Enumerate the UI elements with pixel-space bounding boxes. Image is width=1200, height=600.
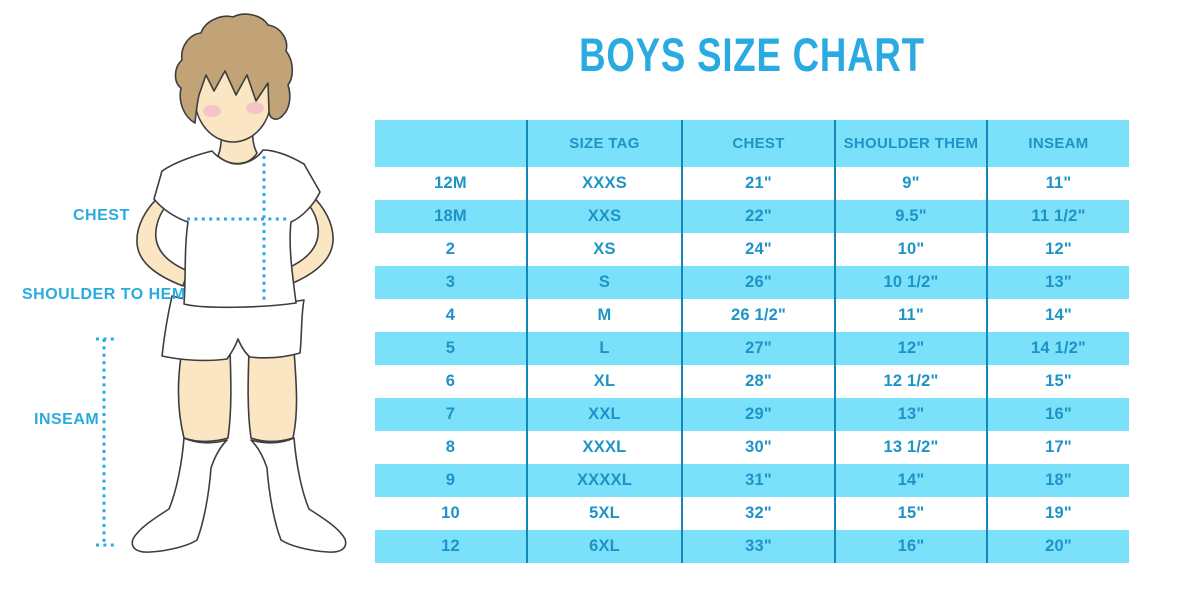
table-cell: 10" (834, 233, 987, 266)
table-cell: 16" (986, 398, 1129, 431)
table-cell: L (526, 332, 682, 365)
table-cell: 2 (375, 233, 527, 266)
table-cell: 10 (375, 497, 527, 530)
chest-label: CHEST (73, 207, 130, 224)
table-cell: 13" (834, 398, 987, 431)
boy-illustration (96, 13, 347, 553)
table-row: 6 XL 28" 12 1/2" 15" (375, 365, 1129, 398)
table-cell: 11" (834, 299, 987, 332)
table-cell: 32" (681, 497, 835, 530)
table-row: 9 XXXXL 31" 14" 18" (375, 464, 1129, 497)
table-cell: 9 (375, 464, 527, 497)
table-row: 7 XXL 29" 13" 16" (375, 398, 1129, 431)
table-row: 2 XS 24" 10" 12" (375, 233, 1129, 266)
table-row: 10 5XL 32" 15" 19" (375, 497, 1129, 530)
table-cell: 9" (834, 167, 987, 200)
table-cell: XXXL (526, 431, 682, 464)
size-chart-table: SIZE TAG CHEST SHOULDER THEM INSEAM 12M X… (375, 120, 1129, 563)
column-header-chest: CHEST (681, 120, 835, 167)
table-cell: XXL (526, 398, 682, 431)
table-row: 12 6XL 33" 16" 20" (375, 530, 1129, 563)
table-cell: XXXS (526, 167, 682, 200)
table-cell: 27" (681, 332, 835, 365)
left-sock (131, 437, 228, 553)
table-cell: 14 1/2" (986, 332, 1129, 365)
table-cell: 10 1/2" (834, 266, 987, 299)
left-cheek-blush (203, 105, 221, 117)
table-cell: XXS (526, 200, 682, 233)
shoulder-to-hem-label: SHOULDER TO HEM (22, 286, 186, 303)
table-row: 5 L 27" 12" 14 1/2" (375, 332, 1129, 365)
table-cell: 6XL (526, 530, 682, 563)
table-cell: 12 (375, 530, 527, 563)
table-cell: S (526, 266, 682, 299)
table-row: 12M XXXS 21" 9" 11" (375, 167, 1129, 200)
table-cell: 22" (681, 200, 835, 233)
table-cell: 31" (681, 464, 835, 497)
table-cell: 24" (681, 233, 835, 266)
table-cell: 16" (834, 530, 987, 563)
table-cell: 5XL (526, 497, 682, 530)
table-cell: 4 (375, 299, 527, 332)
table-cell: 18M (375, 200, 527, 233)
table-cell: 29" (681, 398, 835, 431)
table-cell: 13" (986, 266, 1129, 299)
table-cell: 14" (986, 299, 1129, 332)
table-cell: XXXXL (526, 464, 682, 497)
table-row: 8 XXXL 30" 13 1/2" 17" (375, 431, 1129, 464)
table-cell: 6 (375, 365, 527, 398)
page-title: BOYS SIZE CHART (579, 28, 925, 81)
hair (174, 13, 294, 124)
right-sock (250, 437, 347, 553)
table-cell: 26 1/2" (681, 299, 835, 332)
left-leg (177, 349, 232, 443)
table-cell: 20" (986, 530, 1129, 563)
shorts (161, 295, 305, 362)
table-row: 3 S 26" 10 1/2" 13" (375, 266, 1129, 299)
table-cell: 15" (834, 497, 987, 530)
column-header-inseam: INSEAM (986, 120, 1129, 167)
table-cell: 13 1/2" (834, 431, 987, 464)
table-cell: 11 1/2" (986, 200, 1129, 233)
table-cell: 12 1/2" (834, 365, 987, 398)
t-shirt (153, 149, 321, 309)
table-cell: 30" (681, 431, 835, 464)
table-cell: 7 (375, 398, 527, 431)
table-cell: 8 (375, 431, 527, 464)
table-cell: 14" (834, 464, 987, 497)
table-cell: 19" (986, 497, 1129, 530)
table-cell: 11" (986, 167, 1129, 200)
table-cell: 21" (681, 167, 835, 200)
table-cell: 12M (375, 167, 527, 200)
table-cell: 9.5" (834, 200, 987, 233)
table-cell: 26" (681, 266, 835, 299)
table-cell: 12" (834, 332, 987, 365)
table-cell: 28" (681, 365, 835, 398)
header-row: SIZE TAG CHEST SHOULDER THEM INSEAM (375, 120, 1129, 167)
table-cell: 12" (986, 233, 1129, 266)
inseam-label: INSEAM (34, 411, 100, 428)
table-cell: 5 (375, 332, 527, 365)
table-cell: 18" (986, 464, 1129, 497)
table-cell: 33" (681, 530, 835, 563)
column-header-shoulder-hem: SHOULDER THEM (834, 120, 987, 167)
column-header-size (375, 120, 527, 167)
table-cell: 17" (986, 431, 1129, 464)
table-row: 4 M 26 1/2" 11" 14" (375, 299, 1129, 332)
table-cell: XS (526, 233, 682, 266)
table-cell: M (526, 299, 682, 332)
column-header-size-tag: SIZE TAG (526, 120, 682, 167)
right-leg (247, 349, 298, 443)
table-cell: 3 (375, 266, 527, 299)
table-row: 18M XXS 22" 9.5" 11 1/2" (375, 200, 1129, 233)
table-cell: 15" (986, 365, 1129, 398)
table-cell: XL (526, 365, 682, 398)
right-cheek-blush (246, 102, 264, 114)
